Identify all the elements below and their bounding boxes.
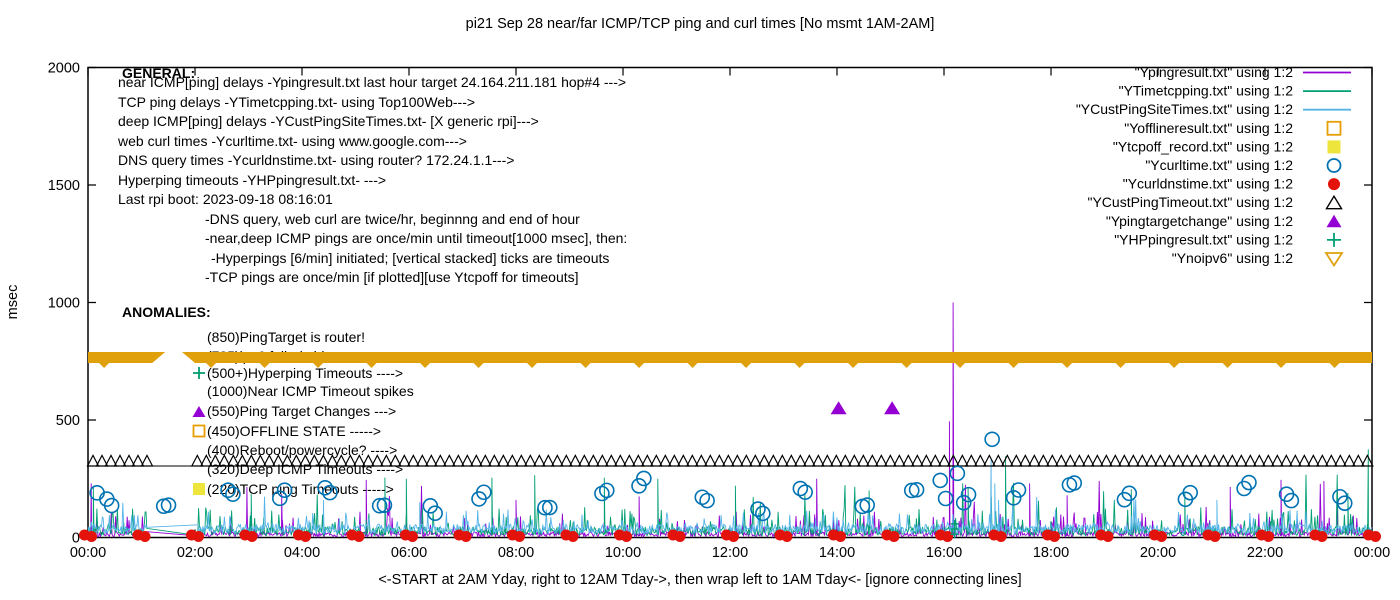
anomaly-label: (850)PingTarget is router! bbox=[207, 329, 365, 345]
general-line: near ICMP[ping] delays -Ypingresult.txt … bbox=[118, 74, 627, 90]
x-tick-label: 10:00 bbox=[605, 545, 641, 561]
x-tick-label: 02:00 bbox=[177, 545, 213, 561]
anomaly-row: (550)Ping Target Changes ---> bbox=[192, 403, 396, 419]
general-line: -TCP pings are once/min [if plotted][use… bbox=[205, 269, 579, 285]
anomaly-row: (1000)Near ICMP Timeout spikes bbox=[192, 383, 414, 399]
anomaly-label: (785)ipv6 failed chk ----> bbox=[207, 348, 360, 364]
anomaly-row: (785)ipv6 failed chk ----> bbox=[192, 348, 359, 364]
x-axis-caption: <-START at 2AM Yday, right to 12AM Tday-… bbox=[378, 572, 1021, 588]
anomaly-label: (500+)Hyperping Timeouts ----> bbox=[207, 365, 404, 381]
general-line: -near,deep ICMP pings are once/min until… bbox=[205, 230, 628, 246]
general-line: DNS query times -Ycurldnstime.txt- using… bbox=[118, 152, 515, 168]
anomaly-label: (1000)Near ICMP Timeout spikes bbox=[207, 383, 414, 399]
anomaly-icon-spacer bbox=[192, 349, 206, 363]
anomaly-label: (400)Reboot/powercycle? ----> bbox=[207, 442, 398, 458]
anomaly-icon-spacer bbox=[192, 330, 206, 344]
x-tick-label: 06:00 bbox=[391, 545, 427, 561]
x-tick-label: 22:00 bbox=[1247, 545, 1283, 561]
anomaly-icon-spacer bbox=[192, 462, 206, 476]
anomalies-heading: ANOMALIES: bbox=[122, 304, 211, 320]
x-tick-label: 16:00 bbox=[926, 545, 962, 561]
general-line: deep ICMP[ping] delays -YCustPingSiteTim… bbox=[118, 113, 539, 129]
anomaly-label: (550)Ping Target Changes ---> bbox=[207, 403, 397, 419]
anomaly-label: (220)TCP ping Timeouts -----> bbox=[207, 481, 394, 497]
x-tick-label: 00:00 bbox=[1354, 545, 1390, 561]
plus-icon bbox=[192, 366, 206, 380]
general-line: web curl times -Ycurltime.txt- using www… bbox=[118, 132, 467, 149]
anomaly-row: (500+)Hyperping Timeouts ----> bbox=[192, 365, 403, 381]
x-tick-label: 08:00 bbox=[498, 545, 534, 561]
general-line: -DNS query, web curl are twice/hr, begin… bbox=[205, 210, 580, 227]
x-tick-label: 00:00 bbox=[70, 545, 106, 561]
x-tick-label: 20:00 bbox=[1140, 545, 1176, 561]
anomaly-icon-spacer bbox=[192, 384, 206, 398]
y-tick-label: 1500 bbox=[48, 178, 80, 194]
general-line: Last rpi boot: 2023-09-18 08:16:01 bbox=[118, 191, 333, 207]
square-open-icon bbox=[192, 424, 206, 438]
anomaly-row: (450)OFFLINE STATE -----> bbox=[192, 423, 381, 439]
y-tick-label: 500 bbox=[56, 413, 80, 429]
y-tick-label: 1000 bbox=[48, 296, 80, 312]
anomaly-label: (450)OFFLINE STATE -----> bbox=[207, 423, 382, 439]
anomaly-row: (400)Reboot/powercycle? ----> bbox=[192, 442, 397, 458]
general-line: -Hyperpings [6/min] initiated; [vertical… bbox=[211, 249, 610, 266]
x-tick-label: 12:00 bbox=[712, 545, 748, 561]
anomaly-row: (320)Deep ICMP Timeouts ----> bbox=[192, 461, 403, 477]
triangle-filled-icon bbox=[192, 404, 206, 418]
x-tick-label: 14:00 bbox=[819, 545, 855, 561]
general-heading: GENERAL: bbox=[122, 65, 196, 81]
chart-title: pi21 Sep 28 near/far ICMP/TCP ping and c… bbox=[466, 16, 935, 32]
anomaly-row: (220)TCP ping Timeouts -----> bbox=[192, 481, 394, 497]
y-tick-label: 2000 bbox=[48, 61, 80, 77]
general-line: TCP ping delays -YTimetcpping.txt- using… bbox=[118, 93, 476, 110]
series-deep-icmp-YCustPingSiteTimes-line bbox=[87, 459, 1373, 536]
general-line: Hyperping timeouts -YHPpingresult.txt- -… bbox=[118, 171, 387, 188]
y-axis-label: msec bbox=[5, 285, 21, 320]
x-tick-label: 18:00 bbox=[1033, 545, 1069, 561]
y-tick-label: 0 bbox=[72, 531, 80, 547]
anomaly-row: (850)PingTarget is router! bbox=[192, 329, 365, 345]
anomaly-icon-spacer bbox=[192, 443, 206, 457]
x-tick-label: 04:00 bbox=[284, 545, 320, 561]
anomaly-label: (320)Deep ICMP Timeouts ----> bbox=[207, 461, 404, 477]
square-filled-icon bbox=[192, 482, 206, 496]
